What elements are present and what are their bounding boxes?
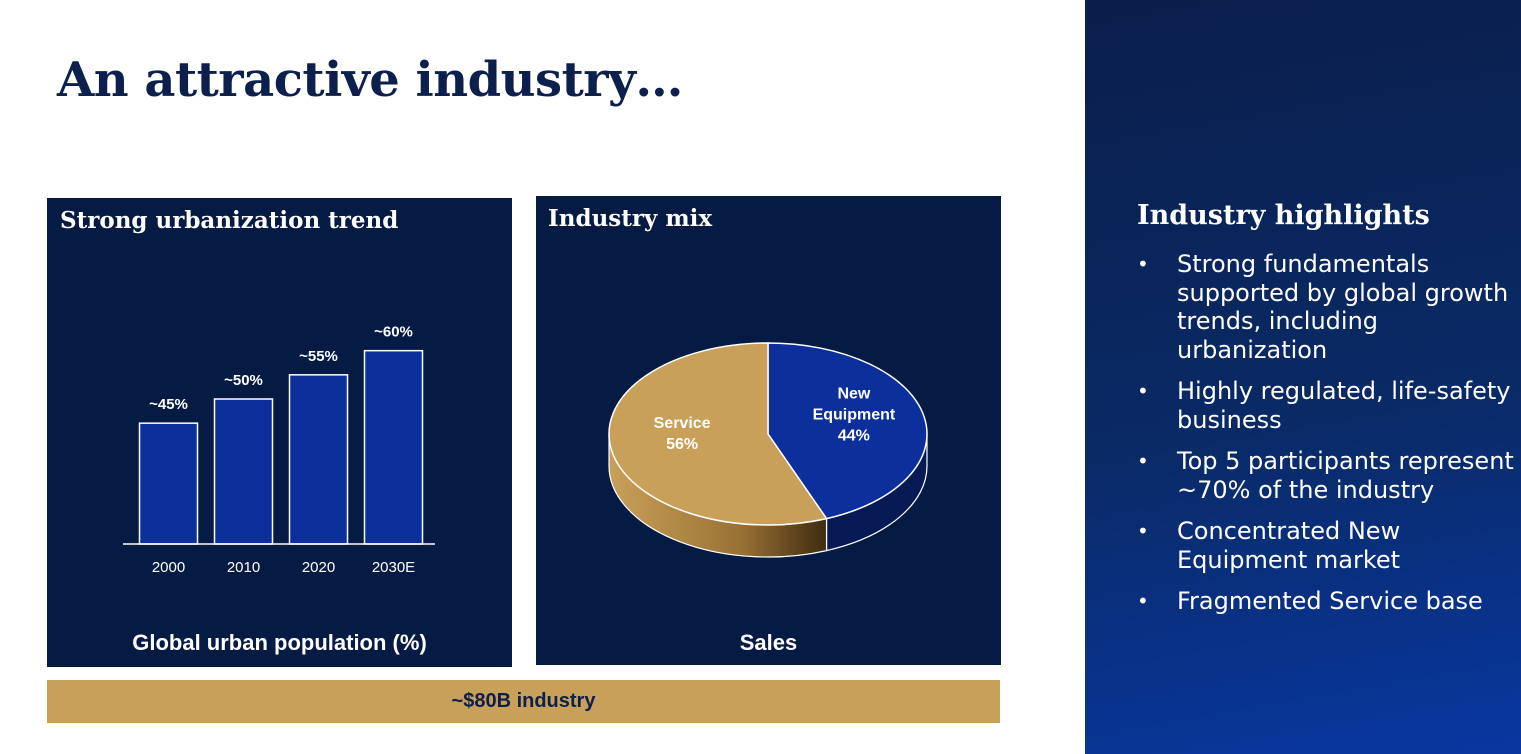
highlights-sidebar: Industry highlights • Strong fundamentals… [1085,0,1521,754]
highlight-item: • Top 5 participants represent ~70% of th… [1137,447,1517,504]
industry-size-bar: ~$80B industry [47,680,1000,723]
highlights-title: Industry highlights [1137,200,1430,231]
pie-slice [608,342,828,526]
pie-slice-label: New [837,386,870,403]
industry-mix-panel-title: Industry mix [548,205,713,232]
bullet-icon: • [1137,449,1149,473]
x-tick-label: 2020 [302,559,335,576]
highlight-item: • Highly regulated, life-safety business [1137,377,1517,434]
pie-slice-label: 44% [838,428,870,445]
bullet-icon: • [1137,519,1149,543]
industry-mix-pie-chart: New Equipment 44% Service 56% [608,342,928,558]
bar [138,422,199,545]
pie-slice-label: 56% [666,436,698,453]
bar [213,398,274,545]
industry-size-label: ~$80B industry [451,690,596,712]
highlight-item: • Strong fundamentals supported by global… [1137,250,1517,364]
bar [288,374,349,545]
highlight-item: • Fragmented Service base [1137,587,1517,616]
highlights-list: • Strong fundamentals supported by global… [1137,250,1517,629]
urbanization-panel-title: Strong urbanization trend [60,207,399,234]
bar-data-label: ~60% [374,324,413,341]
slide-title: An attractive industry… [57,52,683,108]
urbanization-panel: Strong urbanization trend ~45% 2000 ~50% 20… [47,198,512,667]
urbanization-bar-chart: ~45% 2000 ~50% 2010 ~55% 2020 ~60% 2030E [123,324,435,576]
x-tick-label: 2010 [227,559,260,576]
industry-mix-caption: Sales [739,630,798,655]
pie-slice-label: Equipment [813,407,896,424]
bar-data-label: ~55% [299,348,338,365]
highlight-text: Highly regulated, life-safety business [1177,377,1511,434]
bar-data-label: ~45% [149,396,188,413]
industry-mix-panel: Industry mix New Equipment 44% Service 56% S… [536,196,1001,665]
highlight-text: Strong fundamentals supported by global … [1177,250,1509,364]
pie-slice [767,342,928,520]
bar-data-label: ~50% [224,372,263,389]
bullet-icon: • [1137,589,1149,613]
bullet-icon: • [1137,252,1149,276]
x-tick-label: 2030E [372,559,415,576]
urbanization-caption: Global urban population (%) [132,630,427,655]
pie-slice-label: Service [654,415,711,432]
highlight-text: Fragmented Service base [1177,587,1483,615]
highlight-text: Concentrated New Equipment market [1177,517,1401,574]
bullet-icon: • [1137,379,1149,403]
highlight-text: Top 5 participants represent ~70% of the… [1177,447,1514,504]
bar [363,349,424,545]
highlight-item: • Concentrated New Equipment market [1137,517,1517,574]
x-tick-label: 2000 [152,559,185,576]
